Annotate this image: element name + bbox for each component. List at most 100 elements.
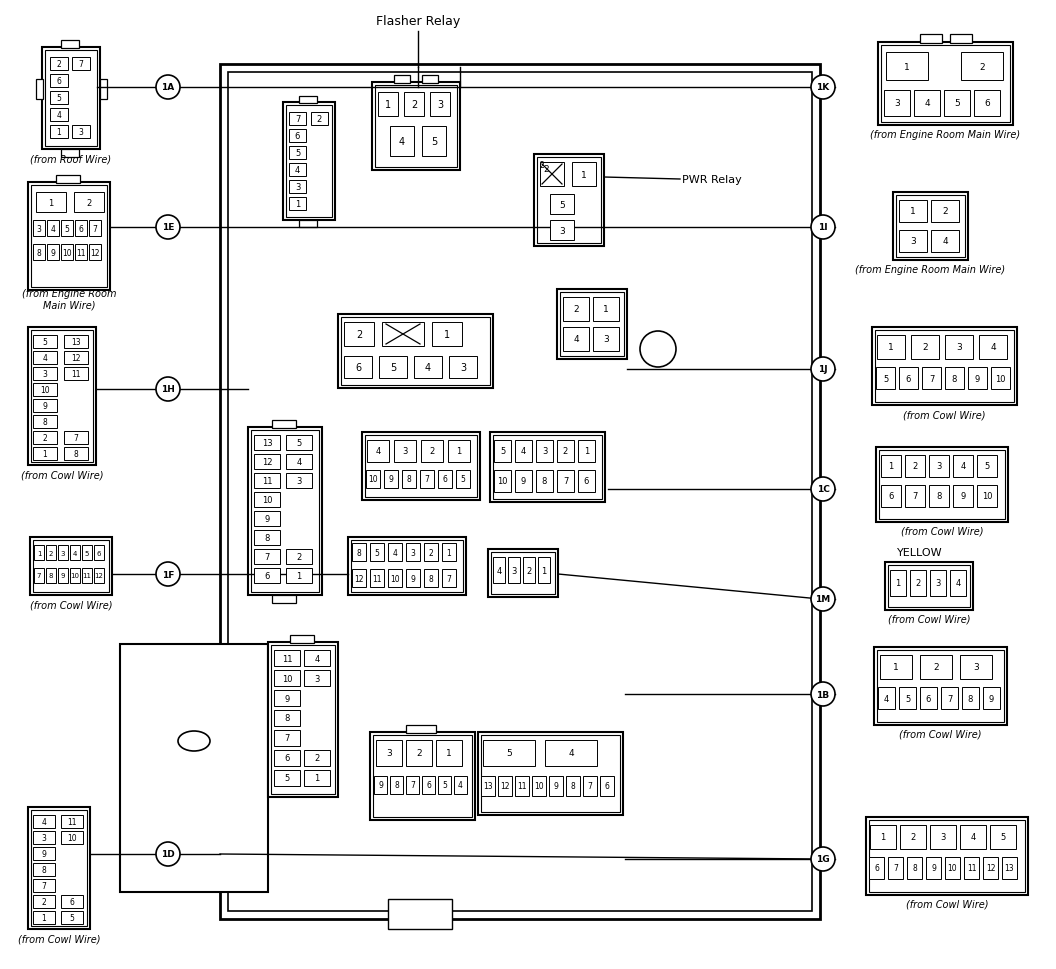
Text: 5: 5 <box>375 547 379 557</box>
Bar <box>379 357 407 379</box>
Text: 1C: 1C <box>816 485 829 494</box>
Text: 12: 12 <box>95 573 103 578</box>
Bar <box>74 193 103 213</box>
Bar <box>64 335 88 349</box>
Text: YELLOW: YELLOW <box>898 547 943 557</box>
Text: 9: 9 <box>411 574 415 583</box>
Bar <box>34 569 44 583</box>
Bar <box>493 435 602 499</box>
Text: 9: 9 <box>51 248 55 257</box>
Bar <box>373 735 472 817</box>
Bar <box>911 335 939 359</box>
Text: PWR Relay: PWR Relay <box>682 174 741 185</box>
Bar <box>600 776 614 797</box>
Bar <box>75 245 87 261</box>
Text: 3: 3 <box>974 663 979 672</box>
Bar <box>33 541 109 592</box>
Bar <box>289 130 306 142</box>
Bar <box>286 454 312 470</box>
Bar <box>420 471 434 488</box>
Text: 12: 12 <box>71 354 80 362</box>
Text: 7: 7 <box>74 433 78 443</box>
Text: 7: 7 <box>295 115 300 124</box>
Text: 4: 4 <box>41 817 46 827</box>
Text: 2: 2 <box>979 62 985 72</box>
Bar <box>493 557 505 583</box>
Text: 3: 3 <box>42 369 48 379</box>
Bar <box>456 471 470 488</box>
Bar <box>454 776 467 795</box>
Bar <box>991 367 1010 390</box>
Bar <box>515 441 532 462</box>
Text: 6: 6 <box>426 781 431 790</box>
Bar <box>299 97 317 104</box>
Bar <box>910 571 926 596</box>
Text: 1: 1 <box>315 773 320 783</box>
Bar <box>406 570 420 587</box>
Text: 1: 1 <box>37 550 41 556</box>
Bar <box>557 441 574 462</box>
Bar <box>549 776 563 797</box>
Text: 5: 5 <box>984 462 989 471</box>
Bar <box>534 155 604 247</box>
Bar <box>905 455 925 478</box>
Text: 10: 10 <box>982 492 993 501</box>
Text: 8: 8 <box>951 374 957 383</box>
Bar <box>983 687 1000 709</box>
Text: 8: 8 <box>912 863 917 873</box>
Text: 5: 5 <box>442 781 447 790</box>
Bar <box>881 455 901 478</box>
Text: 2: 2 <box>526 566 531 575</box>
Bar <box>929 485 949 508</box>
Bar <box>372 83 460 171</box>
Bar <box>286 435 312 451</box>
Text: 3: 3 <box>542 447 547 456</box>
Text: 9: 9 <box>61 573 65 578</box>
Bar <box>289 181 306 194</box>
Text: 1: 1 <box>447 547 451 557</box>
Text: 11: 11 <box>68 817 77 827</box>
Bar <box>886 53 928 81</box>
Bar <box>272 595 296 604</box>
Bar <box>254 549 280 564</box>
Text: 10: 10 <box>995 374 1005 383</box>
Bar <box>422 776 435 795</box>
Bar <box>72 126 90 139</box>
Text: 1G: 1G <box>816 855 830 863</box>
Text: 8: 8 <box>542 477 547 486</box>
Text: 1: 1 <box>904 62 910 72</box>
Text: 1H: 1H <box>162 385 175 394</box>
Text: 7: 7 <box>447 574 451 583</box>
Bar <box>254 512 280 526</box>
Text: 2: 2 <box>356 329 362 340</box>
Bar <box>29 183 110 291</box>
Text: 8: 8 <box>937 492 942 501</box>
Text: 4: 4 <box>425 362 431 373</box>
Text: 3: 3 <box>411 547 415 557</box>
Text: 2: 2 <box>430 447 435 456</box>
Bar <box>920 655 953 679</box>
Text: 10: 10 <box>369 475 378 484</box>
Bar <box>82 569 92 583</box>
Bar <box>274 710 300 726</box>
Text: 11: 11 <box>82 573 92 578</box>
Bar <box>45 51 97 147</box>
Text: 10: 10 <box>71 573 79 578</box>
Text: 8: 8 <box>407 475 412 484</box>
Circle shape <box>811 682 835 706</box>
Text: 7: 7 <box>78 60 83 69</box>
Bar <box>881 46 1010 123</box>
Bar <box>960 655 992 679</box>
Text: 4: 4 <box>399 137 406 147</box>
Bar <box>50 109 68 122</box>
Bar <box>388 544 402 561</box>
Bar <box>33 815 55 828</box>
Bar <box>884 91 910 117</box>
Text: 10: 10 <box>947 863 958 873</box>
Text: 8: 8 <box>967 694 974 703</box>
Bar <box>286 549 312 564</box>
Text: 7: 7 <box>425 475 430 484</box>
Bar <box>394 441 416 462</box>
Text: 5: 5 <box>499 447 505 456</box>
Bar <box>968 367 987 390</box>
